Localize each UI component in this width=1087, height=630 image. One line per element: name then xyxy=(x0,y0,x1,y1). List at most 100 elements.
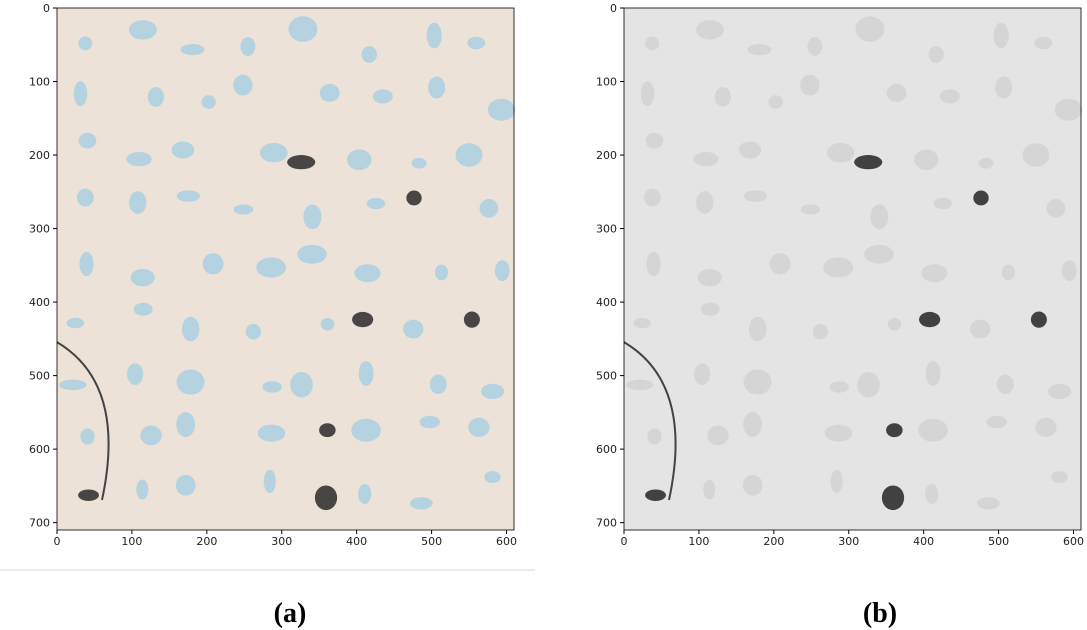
particle xyxy=(320,84,340,102)
particle xyxy=(176,412,195,437)
particle xyxy=(129,191,146,214)
particle xyxy=(264,470,276,493)
particle xyxy=(256,257,286,277)
particle xyxy=(181,44,205,55)
particle xyxy=(979,158,994,169)
particle xyxy=(347,149,372,170)
particle xyxy=(701,303,720,316)
particle xyxy=(351,419,381,442)
image-panel xyxy=(57,8,515,530)
x-tick-label: 100 xyxy=(121,535,142,548)
particle xyxy=(645,489,666,500)
particle xyxy=(1046,199,1065,218)
particle xyxy=(715,87,731,107)
particle xyxy=(495,260,510,281)
particle xyxy=(481,384,504,399)
y-tick-label: 200 xyxy=(596,149,617,162)
particle xyxy=(1002,264,1015,280)
particle xyxy=(479,199,498,218)
x-tick-label: 200 xyxy=(763,535,784,548)
particle xyxy=(484,471,500,483)
caption: (a) xyxy=(274,598,307,629)
particle xyxy=(995,76,1012,98)
x-tick-label: 100 xyxy=(688,535,709,548)
particle xyxy=(410,497,433,509)
particle xyxy=(177,190,200,201)
x-tick-label: 300 xyxy=(271,535,292,548)
particle xyxy=(1023,143,1050,166)
particle xyxy=(134,303,153,316)
x-tick-label: 0 xyxy=(54,535,61,548)
particle xyxy=(646,252,660,276)
particle xyxy=(78,36,92,50)
particle xyxy=(646,133,664,149)
x-tick-label: 300 xyxy=(838,535,859,548)
y-tick-label: 600 xyxy=(596,443,617,456)
particle xyxy=(430,375,447,394)
particle xyxy=(703,480,715,500)
particle xyxy=(854,155,882,169)
x-tick-label: 0 xyxy=(621,535,628,548)
particle xyxy=(940,89,960,103)
particle xyxy=(467,37,485,49)
particle xyxy=(263,381,282,392)
particle xyxy=(823,257,853,277)
particle xyxy=(921,264,947,282)
particle xyxy=(743,475,763,496)
particle xyxy=(641,81,654,106)
particle xyxy=(290,372,313,397)
y-tick-label: 300 xyxy=(29,223,50,236)
particle xyxy=(1051,471,1067,483)
particle xyxy=(886,423,902,437)
particle xyxy=(994,23,1009,49)
particle xyxy=(749,317,766,342)
particle xyxy=(698,269,722,286)
particle xyxy=(925,484,938,504)
y-tick-label: 700 xyxy=(29,517,50,530)
particle xyxy=(645,36,659,50)
particle xyxy=(234,204,253,214)
particle xyxy=(1031,312,1047,328)
particle xyxy=(412,158,427,169)
particle xyxy=(172,141,195,158)
particle xyxy=(131,269,155,286)
particle xyxy=(770,253,791,274)
particle xyxy=(831,470,843,493)
x-tick-label: 400 xyxy=(913,535,934,548)
particle xyxy=(464,312,480,328)
particle xyxy=(696,191,713,214)
particle xyxy=(768,95,782,109)
particle xyxy=(707,425,728,445)
particle xyxy=(739,141,762,158)
particle xyxy=(827,143,855,162)
particle xyxy=(78,489,99,500)
particle xyxy=(973,191,988,206)
particle xyxy=(80,428,94,444)
particle xyxy=(997,375,1014,394)
particle xyxy=(488,99,515,121)
particle xyxy=(744,369,772,394)
x-tick-label: 600 xyxy=(496,535,517,548)
y-tick-label: 0 xyxy=(43,2,50,15)
particle xyxy=(74,81,87,106)
particle xyxy=(647,428,661,444)
particle xyxy=(744,190,767,201)
particle xyxy=(126,152,151,166)
y-tick-label: 200 xyxy=(29,149,50,162)
particle xyxy=(977,497,1000,509)
particle xyxy=(748,44,772,55)
particle xyxy=(693,152,718,166)
x-tick-label: 500 xyxy=(988,535,1009,548)
particle xyxy=(857,372,880,397)
particle xyxy=(926,361,941,386)
particle xyxy=(918,419,948,442)
particle xyxy=(830,381,849,392)
particle xyxy=(987,416,1007,429)
particle xyxy=(367,198,385,209)
particle xyxy=(807,37,822,56)
particle xyxy=(182,317,199,342)
y-tick-label: 500 xyxy=(29,370,50,383)
particle xyxy=(315,485,337,510)
particle xyxy=(864,245,894,264)
particle xyxy=(1062,260,1077,281)
